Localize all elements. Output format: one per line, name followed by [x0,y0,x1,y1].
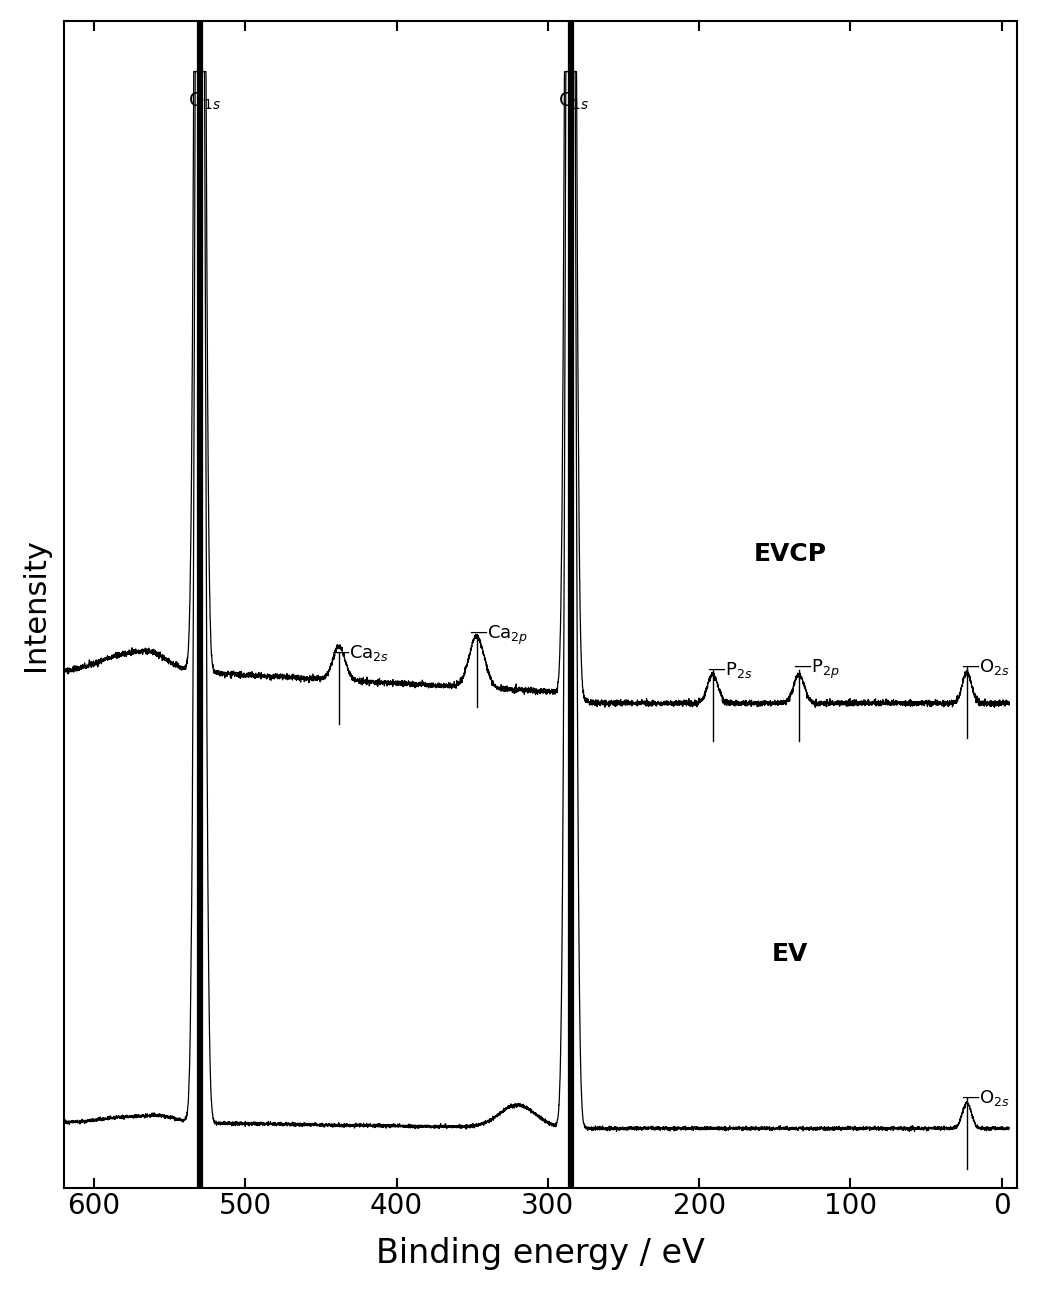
Text: —O$_{2s}$: —O$_{2s}$ [961,657,1010,676]
Text: EVCP: EVCP [753,541,826,565]
Text: O$_{1s}$: O$_{1s}$ [188,90,221,112]
Text: —P$_{2p}$: —P$_{2p}$ [793,658,840,682]
Text: C$_{1s}$: C$_{1s}$ [558,90,590,112]
Text: EV: EV [772,942,808,966]
Y-axis label: Intensity: Intensity [21,538,50,670]
Text: —P$_{2s}$: —P$_{2s}$ [707,660,752,679]
Text: —O$_{2s}$: —O$_{2s}$ [961,1088,1010,1108]
Text: —Ca$_{2p}$: —Ca$_{2p}$ [470,624,529,647]
Text: —Ca$_{2s}$: —Ca$_{2s}$ [331,643,390,662]
X-axis label: Binding energy / eV: Binding energy / eV [376,1237,704,1270]
